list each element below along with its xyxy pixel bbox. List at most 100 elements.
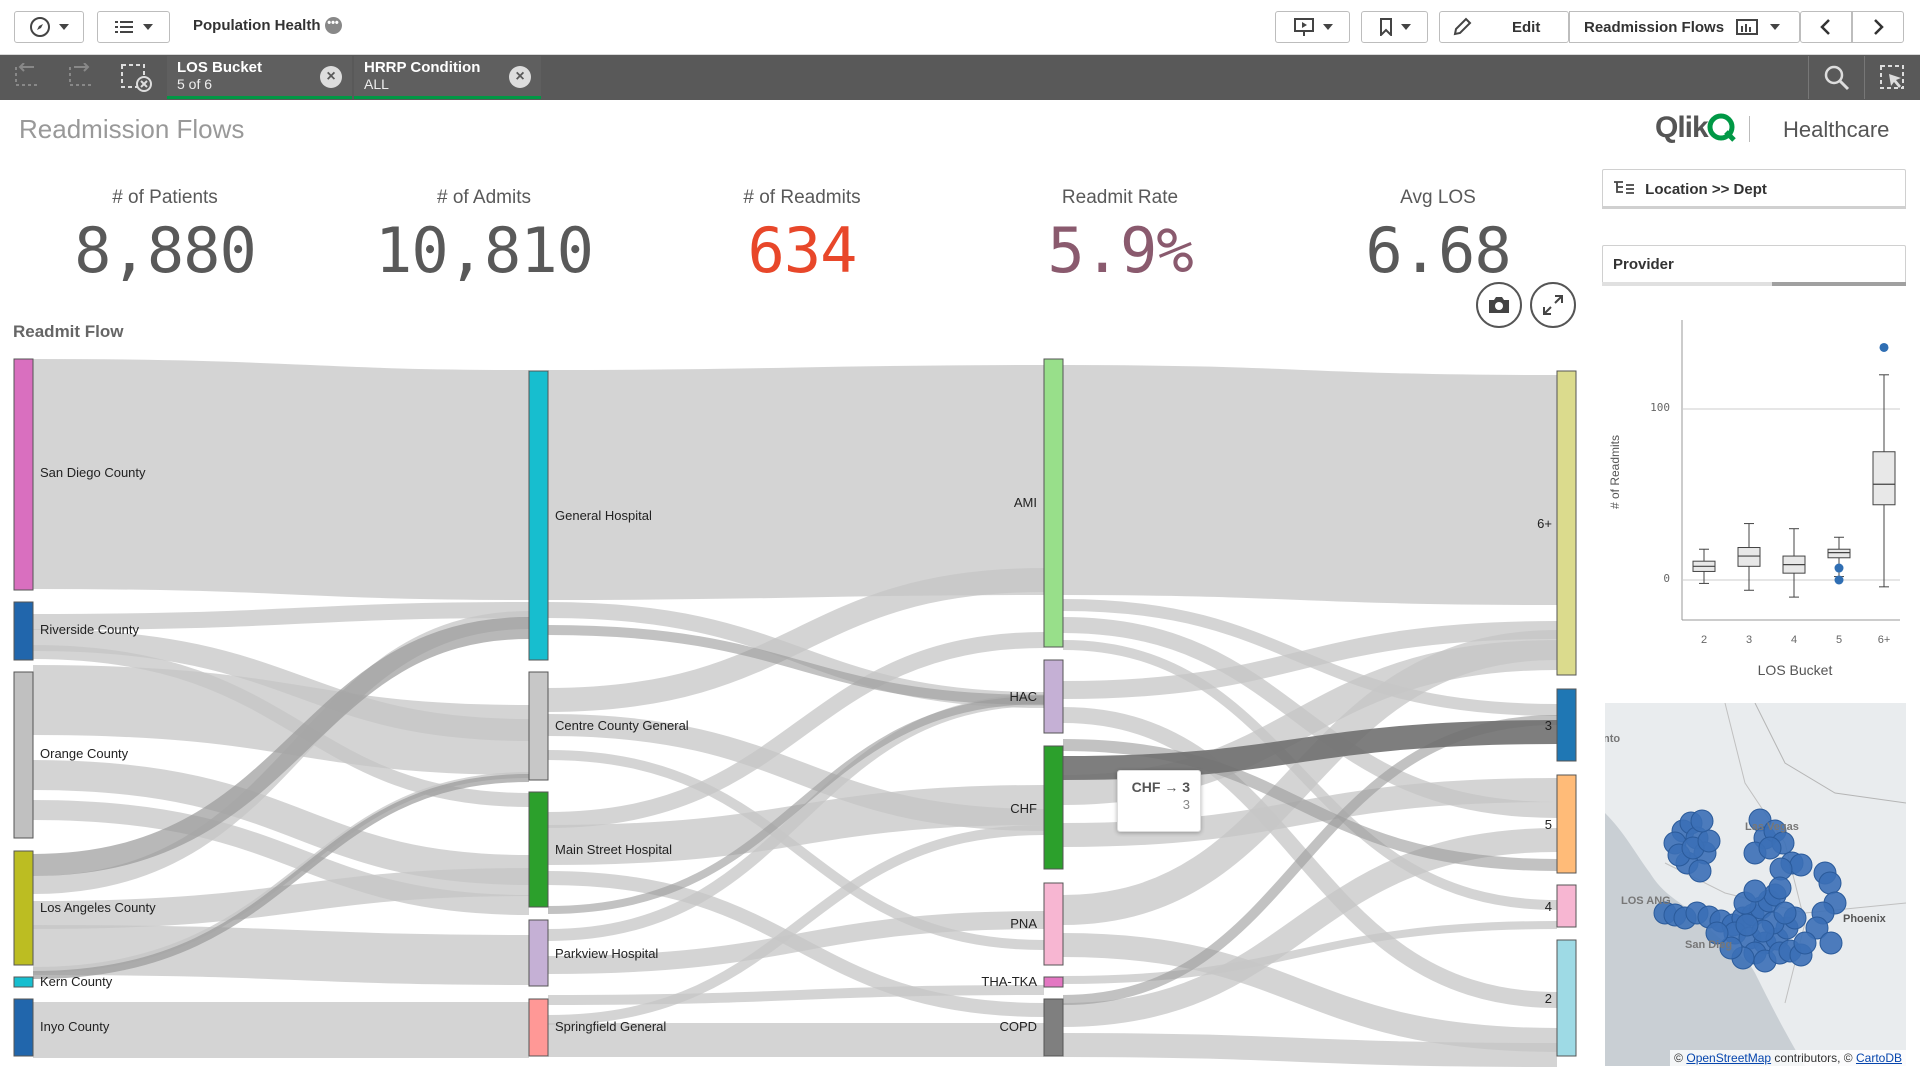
map-point[interactable] bbox=[1805, 916, 1829, 940]
map-label: LOS ANG bbox=[1621, 895, 1671, 907]
previous-sheet-button[interactable] bbox=[1800, 11, 1852, 43]
chip-value: ALL bbox=[364, 76, 389, 92]
story-button[interactable] bbox=[1275, 11, 1350, 43]
scrollbar-thumb[interactable] bbox=[1772, 282, 1906, 286]
flow-link bbox=[1062, 739, 1558, 871]
node-bar bbox=[13, 976, 34, 988]
provider-filter[interactable]: Provider bbox=[1602, 245, 1906, 285]
selection-chip-hrrp-condition[interactable]: HRRP Condition ALL × bbox=[354, 56, 541, 99]
sheet-selector[interactable]: Readmission Flows bbox=[1569, 11, 1800, 43]
map-point[interactable] bbox=[1758, 836, 1782, 860]
flow-link bbox=[547, 696, 1045, 914]
node-label[interactable]: Parkview Hospital bbox=[555, 946, 659, 961]
flow-link bbox=[547, 568, 1045, 712]
node-label[interactable]: 5 bbox=[1544, 817, 1552, 832]
sheet-list-button[interactable] bbox=[97, 11, 170, 43]
map[interactable]: nto Las Vegas LOS ANG San Dieg Phoenix ©… bbox=[1605, 703, 1906, 1066]
location-filter-underline bbox=[1602, 206, 1906, 209]
x-tick-label: 3 bbox=[1745, 634, 1753, 646]
flow-link bbox=[32, 868, 530, 929]
map-point[interactable] bbox=[1705, 921, 1729, 945]
map-point[interactable] bbox=[1735, 913, 1759, 937]
map-label: Las Vegas bbox=[1745, 821, 1799, 833]
flow-link bbox=[547, 985, 1045, 1005]
node-label[interactable]: COPD bbox=[999, 1019, 1037, 1034]
node-label[interactable]: THA-TKA bbox=[981, 974, 1037, 989]
step-back-icon[interactable] bbox=[12, 62, 44, 98]
snapshot-button[interactable] bbox=[1476, 282, 1522, 328]
qlik-logo: Qlik bbox=[1655, 111, 1738, 145]
expand-button[interactable] bbox=[1530, 282, 1576, 328]
kpi-value: 10,810 bbox=[375, 214, 594, 287]
map-point[interactable] bbox=[1773, 901, 1797, 925]
node-bar bbox=[1043, 745, 1064, 870]
carto-link[interactable]: CartoDB bbox=[1855, 1051, 1902, 1065]
map-point[interactable] bbox=[1743, 879, 1767, 903]
node-label[interactable]: Main Street Hospital bbox=[555, 842, 673, 857]
map-point[interactable] bbox=[1719, 936, 1743, 960]
map-point[interactable] bbox=[1819, 931, 1843, 955]
node-label[interactable]: Los Angeles County bbox=[40, 900, 156, 915]
node-bar bbox=[13, 601, 34, 661]
location-filter[interactable]: Location >> Dept bbox=[1602, 169, 1906, 209]
y-axis-title: # of Readmits bbox=[1608, 434, 1622, 510]
node-label[interactable]: Centre County General bbox=[555, 718, 689, 733]
node-label[interactable]: 4 bbox=[1544, 899, 1552, 914]
node-label[interactable]: Orange County bbox=[40, 746, 129, 761]
attribution-text: © bbox=[1674, 1051, 1684, 1065]
map-point[interactable] bbox=[1789, 853, 1813, 877]
node-label[interactable]: HAC bbox=[1009, 689, 1037, 704]
node-label[interactable]: 3 bbox=[1544, 718, 1552, 733]
close-icon[interactable]: × bbox=[509, 66, 531, 88]
map-point[interactable] bbox=[1768, 876, 1792, 900]
node-bar bbox=[13, 998, 34, 1057]
node-label[interactable]: Riverside County bbox=[40, 622, 139, 637]
sheet-icon bbox=[1736, 19, 1759, 35]
node-label[interactable]: Springfield General bbox=[555, 1019, 667, 1034]
node-label[interactable]: AMI bbox=[1013, 495, 1037, 510]
edit-button[interactable]: Edit bbox=[1439, 11, 1569, 43]
chevron-left-icon bbox=[1820, 19, 1830, 35]
node-bar bbox=[1043, 976, 1064, 988]
flow-link bbox=[1062, 778, 1558, 847]
osm-link[interactable]: OpenStreetMap bbox=[1686, 1051, 1772, 1065]
pencil-icon bbox=[1453, 17, 1472, 36]
flow-link bbox=[32, 925, 530, 985]
map-point[interactable] bbox=[1690, 809, 1714, 833]
node-label[interactable]: San Diego County bbox=[40, 465, 146, 480]
node-label[interactable]: General Hospital bbox=[555, 508, 652, 523]
node-label[interactable]: 2 bbox=[1544, 991, 1552, 1006]
selection-chip-los-bucket[interactable]: LOS Bucket 5 of 6 × bbox=[167, 56, 352, 99]
bookmark-icon bbox=[1379, 18, 1392, 36]
chevron-down-icon bbox=[142, 24, 153, 30]
step-forward-icon[interactable] bbox=[66, 62, 98, 98]
attribution-text: contributors, © bbox=[1774, 1051, 1853, 1065]
x-tick-label: 4 bbox=[1790, 634, 1798, 646]
camera-icon bbox=[1489, 297, 1509, 313]
brand-label: Healthcare bbox=[1783, 117, 1890, 142]
map-point[interactable] bbox=[1697, 829, 1721, 853]
node-bar bbox=[1043, 659, 1064, 734]
search-icon[interactable] bbox=[1808, 56, 1864, 99]
bookmark-button[interactable] bbox=[1361, 11, 1428, 43]
outlier-point bbox=[1834, 563, 1844, 573]
node-bar bbox=[528, 791, 549, 908]
selections-tool-icon[interactable] bbox=[1864, 56, 1920, 99]
clear-all-icon[interactable] bbox=[120, 63, 154, 98]
chevron-right-icon bbox=[1874, 19, 1884, 35]
more-icon[interactable]: ••• bbox=[324, 17, 342, 34]
node-label[interactable]: Kern County bbox=[40, 974, 113, 989]
chip-value: 5 of 6 bbox=[177, 76, 213, 92]
node-label[interactable]: Inyo County bbox=[40, 1019, 110, 1034]
node-label[interactable]: 6+ bbox=[1537, 516, 1552, 531]
global-menu-button[interactable] bbox=[14, 11, 84, 43]
kpi-value: 6.68 bbox=[1365, 214, 1511, 287]
next-sheet-button[interactable] bbox=[1852, 11, 1904, 43]
node-label[interactable]: CHF bbox=[1010, 801, 1037, 816]
provider-filter-scrollbar[interactable] bbox=[1602, 282, 1906, 286]
map-point[interactable] bbox=[1818, 871, 1842, 895]
map-point[interactable] bbox=[1688, 859, 1712, 883]
map-point[interactable] bbox=[1793, 931, 1817, 955]
close-icon[interactable]: × bbox=[320, 66, 342, 88]
node-label[interactable]: PNA bbox=[1010, 916, 1037, 931]
